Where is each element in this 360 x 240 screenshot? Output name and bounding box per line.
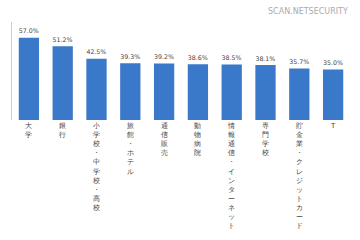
svg-text:T: T xyxy=(330,122,336,130)
svg-text:35.0%: 35.0% xyxy=(323,59,343,66)
svg-text:旅館・ホテル: 旅館・ホテル xyxy=(127,122,134,176)
svg-text:38.5%: 38.5% xyxy=(222,54,242,61)
svg-text:銀行: 銀行 xyxy=(59,122,66,139)
svg-text:57.0%: 57.0% xyxy=(19,27,39,34)
svg-text:情報通信・インターネット: 情報通信・インターネット xyxy=(227,122,235,230)
svg-text:39.2%: 39.2% xyxy=(154,53,174,60)
svg-text:専門学校: 専門学校 xyxy=(261,122,269,157)
svg-text:通信販売: 通信販売 xyxy=(161,122,168,157)
svg-text:SCAN.NETSECURITY: SCAN.NETSECURITY xyxy=(268,7,348,16)
svg-text:小学校・中学校・高校: 小学校・中学校・高校 xyxy=(92,122,100,212)
svg-text:39.3%: 39.3% xyxy=(120,53,140,60)
svg-text:動物病院: 動物病院 xyxy=(194,122,201,157)
svg-text:38.6%: 38.6% xyxy=(188,54,208,61)
svg-text:51.2%: 51.2% xyxy=(53,36,73,43)
svg-text:貯金業・クレジットカード: 貯金業・クレジットカード xyxy=(296,122,303,230)
svg-text:大学: 大学 xyxy=(25,122,32,139)
svg-text:42.5%: 42.5% xyxy=(86,48,106,55)
svg-text:38.1%: 38.1% xyxy=(255,55,275,62)
svg-text:35.7%: 35.7% xyxy=(289,58,309,65)
